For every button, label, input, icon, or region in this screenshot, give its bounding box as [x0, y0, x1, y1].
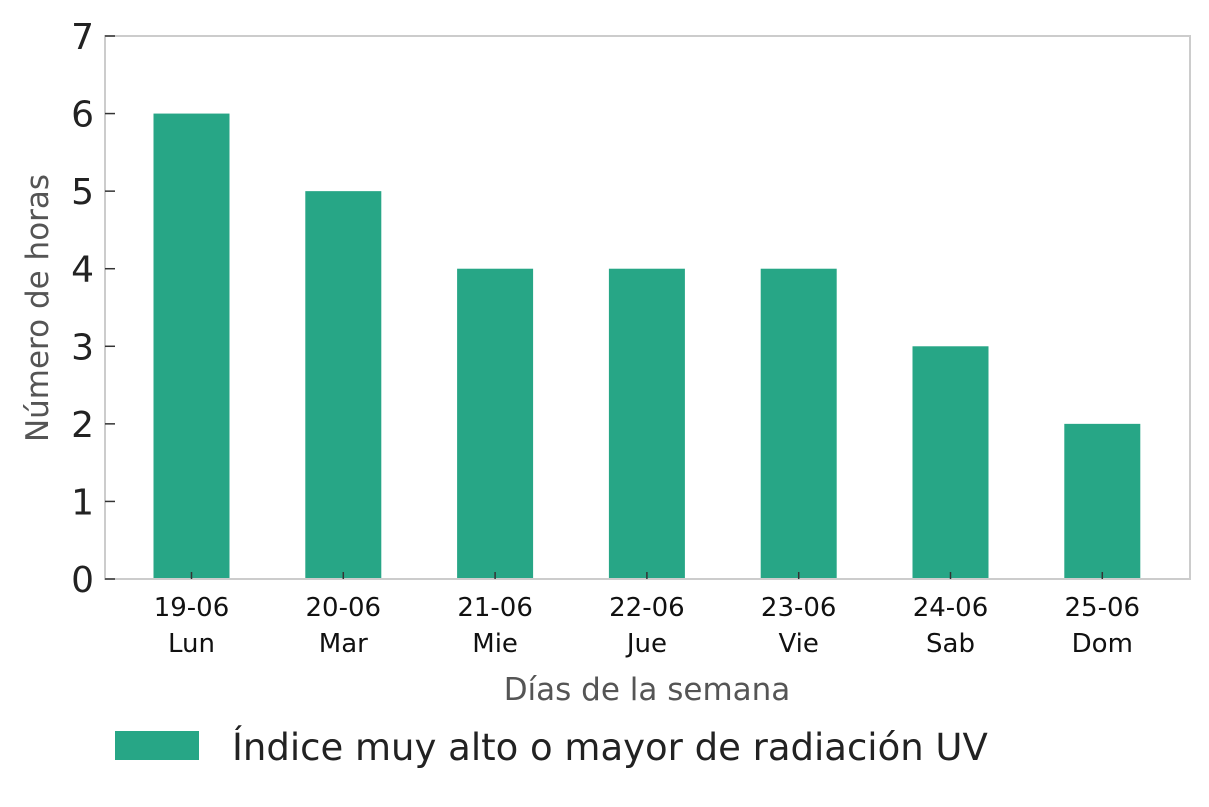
- bar-dom: [1064, 423, 1141, 579]
- y-tick-label: 7: [71, 17, 94, 58]
- legend: Índice muy alto o mayor de radiación UV: [115, 725, 988, 769]
- x-tick-label-date: 22-06: [609, 593, 685, 623]
- x-tick-label-date: 23-06: [761, 593, 837, 623]
- bars-group: [153, 113, 1141, 580]
- y-axis-label: Número de horas: [20, 174, 56, 442]
- y-tick-label: 6: [71, 95, 94, 136]
- x-tick-label-date: 20-06: [306, 593, 382, 623]
- x-tick-label-day: Vie: [778, 629, 818, 659]
- x-tick-label-day: Mie: [472, 629, 518, 659]
- bar-jue: [608, 268, 685, 579]
- x-tick-label-day: Dom: [1072, 629, 1133, 659]
- y-tick-label: 2: [71, 405, 94, 446]
- x-tick-label-date: 19-06: [154, 593, 230, 623]
- x-axis-label: Días de la semana: [504, 672, 791, 708]
- x-tick-label-date: 21-06: [457, 593, 533, 623]
- bar-lun: [153, 113, 230, 580]
- x-tick-label-date: 25-06: [1065, 593, 1141, 623]
- x-tick-label-day: Jue: [625, 629, 667, 659]
- legend-label: Índice muy alto o mayor de radiación UV: [232, 725, 988, 769]
- bar-vie: [760, 268, 837, 579]
- x-tick-label-date: 24-06: [913, 593, 989, 623]
- y-tick-label: 5: [71, 172, 94, 213]
- legend-swatch: [115, 731, 199, 760]
- y-tick-label: 3: [71, 327, 94, 368]
- bar-mar: [305, 191, 382, 579]
- y-tick-label: 1: [71, 482, 94, 523]
- x-tick-label-day: Lun: [168, 629, 215, 659]
- y-tick-label: 4: [71, 250, 94, 291]
- y-axis-ticks: 0 1 2 3 4 5 6 7: [71, 17, 115, 601]
- x-tick-label-day: Mar: [319, 629, 368, 659]
- x-tick-label-day: Sab: [926, 629, 975, 659]
- bar-mie: [457, 268, 534, 579]
- bar-sab: [912, 346, 989, 579]
- x-axis-ticks: 19-06 Lun 20-06 Mar 21-06 Mie 22-06 Jue 23-06 Vie…: [154, 572, 1140, 659]
- y-tick-label: 0: [71, 560, 94, 601]
